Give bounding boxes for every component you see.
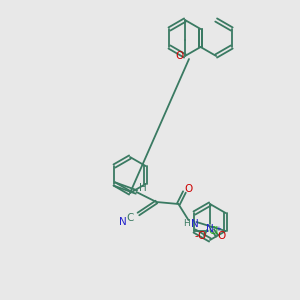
Text: O: O <box>184 184 193 194</box>
Text: N: N <box>190 219 198 229</box>
Text: Cl: Cl <box>208 226 219 236</box>
Text: N: N <box>118 217 126 227</box>
Text: O: O <box>176 51 184 61</box>
Text: O: O <box>198 231 206 241</box>
Text: O: O <box>218 231 226 241</box>
Text: +: + <box>215 226 221 232</box>
Text: H: H <box>183 220 190 229</box>
Text: H: H <box>139 183 146 193</box>
Text: -: - <box>194 231 198 241</box>
Text: C: C <box>127 213 134 223</box>
Text: N: N <box>206 224 214 234</box>
